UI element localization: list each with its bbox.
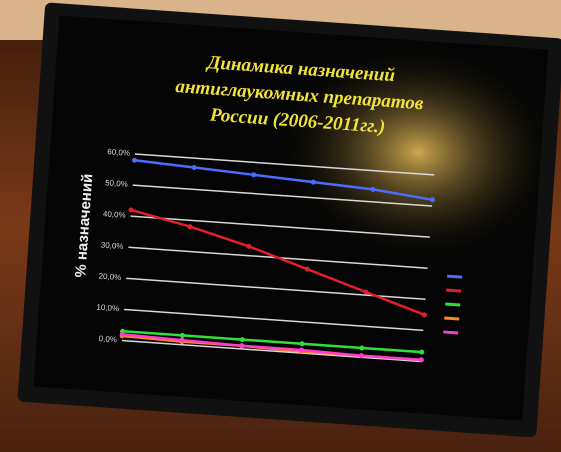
point bbox=[246, 243, 252, 249]
point bbox=[239, 337, 245, 343]
point bbox=[128, 207, 134, 213]
grid-line bbox=[121, 339, 422, 363]
grid-line bbox=[124, 308, 424, 332]
legend-swatch bbox=[443, 330, 459, 335]
point bbox=[187, 224, 193, 230]
point bbox=[131, 157, 137, 163]
screen-glow bbox=[33, 15, 549, 421]
point bbox=[299, 347, 305, 353]
point bbox=[358, 353, 364, 359]
series-line bbox=[130, 208, 425, 316]
point bbox=[119, 331, 125, 337]
legend-swatch bbox=[445, 302, 461, 307]
point bbox=[421, 312, 427, 318]
grid-line bbox=[130, 215, 430, 238]
grid-line bbox=[132, 184, 433, 207]
y-tick-label: 10,0% bbox=[96, 303, 119, 314]
grid-line bbox=[134, 153, 435, 176]
point bbox=[359, 345, 365, 351]
y-tick-label: 60,0% bbox=[107, 147, 130, 158]
point bbox=[239, 343, 245, 349]
y-tick-label: 20,0% bbox=[98, 272, 121, 283]
point bbox=[304, 266, 310, 272]
series-line bbox=[122, 329, 422, 354]
point bbox=[419, 349, 425, 355]
legend-swatch bbox=[447, 274, 463, 279]
y-tick-label: 30,0% bbox=[100, 240, 123, 251]
point bbox=[429, 197, 435, 203]
series-line bbox=[122, 333, 422, 362]
point bbox=[191, 165, 197, 171]
point bbox=[310, 179, 316, 185]
point bbox=[179, 337, 185, 343]
y-tick-label: 0,0% bbox=[98, 334, 117, 344]
point bbox=[299, 341, 305, 347]
legend-swatch bbox=[446, 288, 462, 293]
point bbox=[370, 186, 376, 192]
series-line bbox=[134, 158, 433, 202]
y-tick-label: 50,0% bbox=[105, 178, 128, 189]
plot: 0,0% 10,0% 20,0% 30,0% 40,0% 50,0% 60,0% bbox=[96, 147, 463, 363]
point bbox=[251, 172, 257, 178]
y-tick-label: 40,0% bbox=[103, 209, 126, 220]
point bbox=[179, 332, 185, 338]
monitor: Динамика назначений антиглаукомных препа… bbox=[17, 2, 561, 438]
legend-swatch bbox=[444, 316, 460, 321]
point bbox=[363, 289, 369, 295]
point bbox=[418, 357, 424, 363]
